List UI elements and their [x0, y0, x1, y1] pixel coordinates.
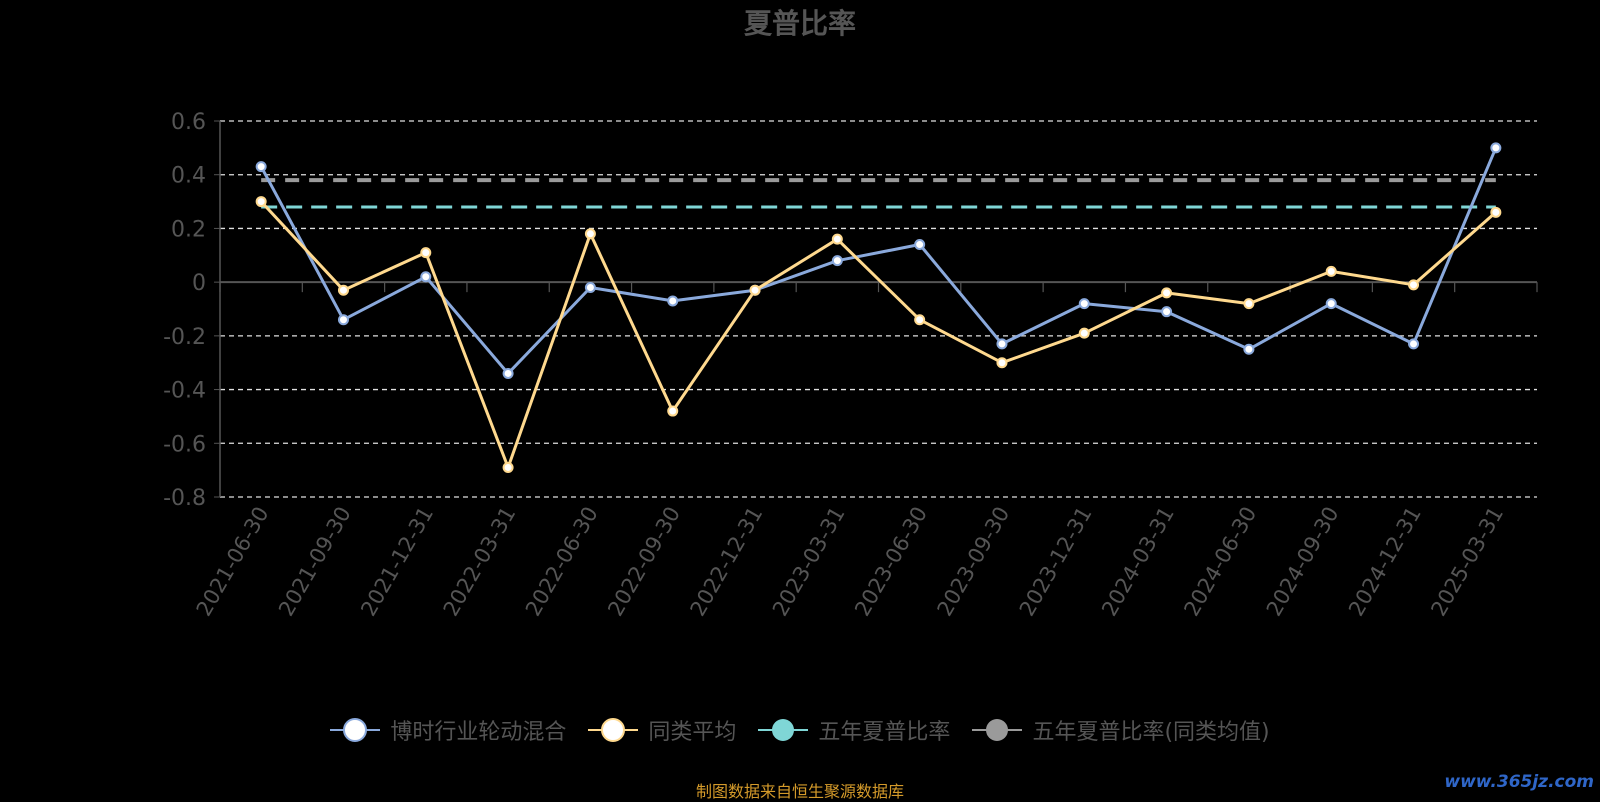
y-tick-label: 0.6: [171, 110, 206, 135]
y-tick-label: -0.2: [163, 325, 206, 350]
legend-swatch-five-year-sharpe-peer-icon: [972, 719, 1023, 741]
x-tick-label: 2025-03-31: [1426, 503, 1508, 621]
peer-average-data-point: [1408, 279, 1420, 291]
peer-average-data-point: [996, 357, 1008, 369]
legend-item-five-year-sharpe-peer[interactable]: 五年夏普比率(同类均值): [972, 714, 1270, 746]
fund-data-point: [914, 239, 926, 251]
peer-average-data-point: [502, 461, 514, 473]
y-tick-label: 0: [192, 271, 206, 296]
x-tick-label: 2024-09-30: [1262, 503, 1344, 621]
legend-label-peer-average: 同类平均: [648, 720, 737, 745]
y-tick-label: -0.8: [163, 486, 206, 511]
x-tick-label: 2023-03-31: [768, 503, 850, 621]
x-tick-label: 2022-12-31: [686, 503, 768, 621]
x-tick-label: 2022-03-31: [439, 503, 521, 621]
fund-data-point: [1243, 343, 1255, 355]
peer-average-data-point: [1490, 206, 1502, 218]
peer-average-data-point: [1243, 298, 1255, 310]
fund-data-point: [1325, 298, 1337, 310]
legend-swatch-fund-icon: [330, 718, 381, 742]
legend-label-five-year-sharpe-peer: 五年夏普比率(同类均值): [1032, 720, 1270, 745]
reference-lines: [261, 178, 1496, 209]
x-tick-label: 2021-06-30: [192, 503, 274, 621]
peer-average-data-point: [255, 196, 267, 208]
fund-data-point: [337, 314, 349, 326]
peer-average-data-point: [1078, 327, 1090, 339]
legend-swatch-peer-average-icon: [588, 718, 639, 742]
y-tick-label: 0.4: [171, 164, 206, 189]
fund-data-point: [584, 282, 596, 294]
legend-swatch-five-year-sharpe-icon: [758, 719, 809, 741]
peer-average-data-point: [667, 405, 679, 417]
x-tick-label: 2023-09-30: [932, 503, 1014, 621]
x-tick-label: 2022-06-30: [521, 503, 603, 621]
source-note: 制图数据来自恒生聚源数据库: [695, 782, 904, 801]
fund-data-point: [420, 271, 432, 283]
fund-data-point: [831, 255, 843, 267]
legend-label-five-year-sharpe: 五年夏普比率: [818, 720, 951, 745]
legend-item-fund[interactable]: 博时行业轮动混合: [330, 714, 566, 746]
peer-average-series-line: [260, 200, 1497, 469]
watermark-logo: www.365jz.com: [1444, 772, 1594, 792]
y-tick-label: -0.4: [163, 379, 206, 404]
peer-average-data-point: [831, 233, 843, 245]
fund-data-point: [255, 161, 267, 173]
fund-data-point: [996, 338, 1008, 350]
fund-data-point: [667, 295, 679, 307]
chart-title: 夏普比率: [744, 7, 856, 40]
y-tick-label: -0.6: [163, 432, 206, 457]
sharpe-ratio-chart: 夏普比率 0.6 0.4 0.2 0 -0.2 -0.4 -0.6 -0.82021-06-3…: [163, 7, 1538, 621]
legend-label-fund: 博时行业轮动混合: [390, 720, 567, 745]
peer-average-data-point: [1161, 287, 1173, 299]
x-tick-label: 2022-09-30: [603, 503, 685, 621]
fund-data-point: [502, 367, 514, 379]
fund-data-point: [1490, 142, 1502, 154]
fund-data-point: [1161, 306, 1173, 318]
legend-item-five-year-sharpe[interactable]: 五年夏普比率: [758, 714, 950, 746]
series-lines: [259, 147, 1498, 469]
x-tick-label: 2024-03-31: [1097, 503, 1179, 621]
legend-item-peer-average[interactable]: 同类平均: [588, 714, 736, 746]
y-tick-label: 0.2: [171, 217, 206, 242]
fund-data-point: [1078, 298, 1090, 310]
peer-average-data-point: [584, 228, 596, 240]
peer-average-data-point: [337, 284, 349, 296]
legend: 博时行业轮动混合 同类平均 五年夏普比率 五年夏普比率(同类均值): [0, 712, 1600, 748]
x-tick-label: 2021-12-31: [356, 503, 438, 621]
peer-average-data-point: [914, 314, 926, 326]
fund-series-line: [259, 147, 1498, 375]
x-tick-label: 2024-06-30: [1179, 503, 1261, 621]
peer-average-data-point: [749, 284, 761, 296]
peer-average-data-point: [420, 247, 432, 259]
peer-average-data-point: [1325, 265, 1337, 277]
x-tick-label: 2023-06-30: [850, 503, 932, 621]
data-points: [255, 142, 1502, 473]
fund-data-point: [1408, 338, 1420, 350]
x-tick-label: 2023-12-31: [1015, 503, 1097, 621]
x-tick-label: 2024-12-31: [1344, 503, 1426, 621]
x-tick-label: 2021-09-30: [274, 503, 356, 621]
